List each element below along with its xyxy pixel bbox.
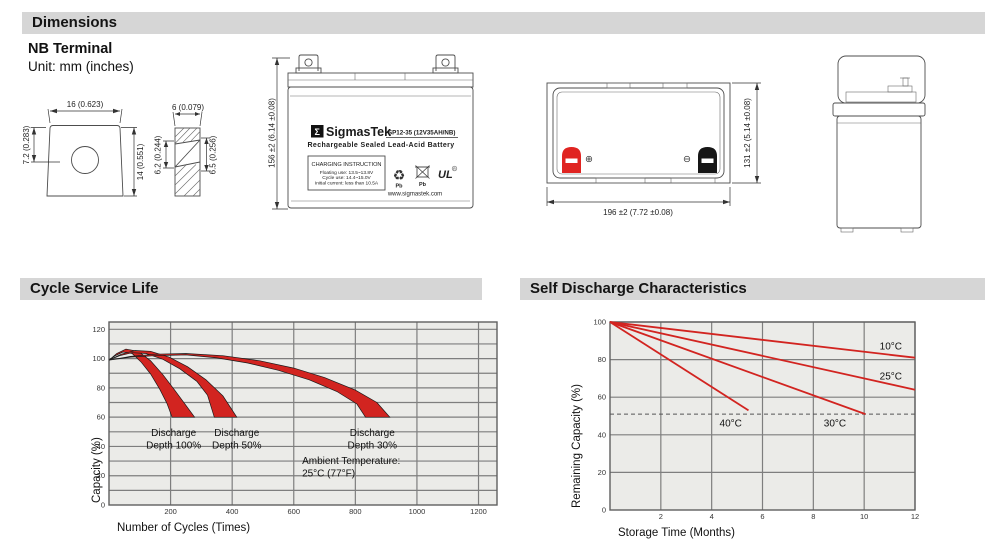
y-axis-title: Capacity (%): [91, 437, 103, 503]
battery-type-line: Rechargeable Sealed Lead-Acid Battery: [307, 142, 454, 149]
terminal-front-width-label: 16 (0.623): [67, 100, 104, 109]
svg-text:UL: UL: [438, 169, 453, 181]
x-tick-label: 1000: [409, 507, 426, 516]
y-tick-label: 80: [97, 383, 105, 392]
sigma-logo-icon: [311, 125, 324, 138]
charging-line-2: Cycle use: 14.4~15.0V: [322, 175, 371, 181]
self-discharge-section-title: Self Discharge Characteristics: [530, 280, 747, 297]
x-tick-label: 4: [710, 512, 714, 521]
y-tick-label: 0: [101, 501, 105, 510]
y-tick-label: 40: [97, 442, 105, 451]
terminal-front-hole-height-label: 7.2 (0.283): [22, 125, 31, 164]
charging-line-3: Initial current: less than 10.5A: [315, 181, 379, 187]
charging-instruction-box: [307, 155, 386, 191]
model-number: SP12-35 (12V35AH/NB): [388, 130, 455, 137]
annotation: Discharge: [214, 428, 259, 439]
series-label: 10°C: [880, 341, 902, 352]
annotation: 25°C (77°F): [302, 469, 355, 480]
x-tick-label: 600: [288, 507, 301, 516]
ul-mark-icon: UL R: [438, 165, 458, 181]
y-tick-label: 60: [598, 393, 606, 402]
pb-bin-icon: [415, 165, 430, 179]
band: [108, 353, 391, 418]
x-axis-title: Storage Time (Months): [618, 527, 735, 539]
recycle-icon: ♻: [393, 167, 406, 183]
terminal-section-width-label: 6 (0.079): [172, 103, 204, 112]
terminal-type-heading: NB Terminal: [28, 41, 113, 57]
y-tick-label: 100: [593, 318, 606, 327]
brand-name: SigmasTek: [326, 125, 391, 139]
battery-width-label: 196 ±2 (7.72 ±0.08): [603, 208, 673, 217]
plot-border: [108, 321, 498, 506]
dimension-drawings: 16 (0.623) 7.2 (0.283) 14 (0.551) 6 (0.0…: [22, 54, 926, 233]
annotation: Ambient Temperature:: [302, 456, 400, 467]
self-discharge-section-header: Self Discharge Characteristics: [520, 278, 985, 300]
recycle-pb-label: Pb: [395, 184, 403, 190]
charging-title: CHARGING INSTRUCTION: [312, 162, 382, 168]
dimensions-section-header: Dimensions: [22, 12, 985, 34]
band: [108, 350, 238, 418]
x-tick-label: 400: [226, 507, 239, 516]
series-line: [609, 321, 749, 412]
battery-side-view-drawing: [832, 55, 926, 233]
svg-text:R: R: [453, 167, 456, 171]
x-axis-title: Number of Cycles (Times): [117, 522, 250, 534]
bin-pb-label: Pb: [419, 182, 427, 188]
y-tick-label: 0: [602, 506, 606, 515]
terminal-front-view-drawing: 16 (0.623) 7.2 (0.283) 14 (0.551): [22, 100, 145, 197]
x-tick-label: 2: [659, 512, 663, 521]
charging-line-1: Floating use: 13.5~13.8V: [320, 170, 374, 176]
x-tick-label: 800: [349, 507, 362, 516]
series-label: 25°C: [880, 371, 902, 382]
y-axis-title: Remaining Capacity (%): [571, 384, 583, 508]
negative-terminal-slot: [701, 158, 714, 163]
series-line: [609, 321, 916, 391]
y-tick-label: 100: [92, 354, 105, 363]
terminal-detail-frame: [837, 55, 926, 104]
terminal-section-right-label: 6.5 (0.256): [209, 135, 218, 174]
minus-symbol-icon: ⊖: [683, 154, 691, 165]
y-tick-label: 60: [97, 413, 105, 422]
y-tick-label: 120: [92, 325, 105, 334]
battery-height-label: 156 ±2 (6.14 ±0.08): [268, 98, 277, 168]
annotation: Depth 50%: [212, 441, 262, 452]
battery-front-view-drawing: Σ SigmasTek SP12-35 (12V35AH/NB) Recharg…: [268, 54, 474, 210]
x-tick-label: 1200: [470, 507, 487, 516]
x-tick-label: 8: [811, 512, 815, 521]
sigma-logo-glyph: Σ: [314, 127, 320, 137]
x-tick-label: 12: [911, 512, 919, 521]
y-tick-label: 40: [598, 430, 606, 439]
terminal-hole: [71, 146, 99, 174]
terminal-section-view-drawing: 6 (0.079) 6.2 (0.244) 6.5 (0.256): [154, 103, 218, 197]
series-line: [609, 321, 866, 415]
series-label: 30°C: [824, 418, 846, 429]
y-tick-label: 20: [97, 471, 105, 480]
plot-border: [609, 321, 916, 511]
cycle-section-title: Cycle Service Life: [30, 280, 159, 297]
dimensions-section-title: Dimensions: [32, 14, 118, 31]
cycle-service-life-chart: 200 400 600 800 1000 1200 0 20 40 60 80 100 120 Disch…: [91, 321, 498, 534]
series-label: 40°C: [720, 418, 742, 429]
terminal-front-height-label: 14 (0.551): [136, 143, 145, 180]
unit-note: Unit: mm (inches): [28, 59, 134, 74]
cycle-section-header: Cycle Service Life: [20, 278, 482, 300]
x-tick-label: 10: [860, 512, 868, 521]
series-line: [609, 321, 916, 359]
y-tick-label: 80: [598, 355, 606, 364]
x-tick-label: 200: [164, 507, 177, 516]
battery-depth-label: 131 ±2 (5.14 ±0.08): [743, 98, 752, 168]
x-tick-label: 6: [760, 512, 764, 521]
self-discharge-chart: 10°C 25°C 30°C 40°C 2 4 6 8 10 12 0 20 40 60 80 100 Stor…: [571, 318, 919, 540]
annotation: Depth 30%: [348, 441, 398, 452]
annotation: Depth 100%: [146, 441, 201, 452]
website: www.sigmastek.com: [387, 192, 442, 198]
positive-terminal-slot: [565, 158, 578, 163]
battery-top-view-drawing: ⊕ ⊖ 196 ±2 (7.72 ±0.08) 131 ±2 (5.14 ±0.…: [546, 82, 761, 217]
annotation: Discharge: [350, 428, 395, 439]
y-tick-label: 20: [598, 468, 606, 477]
annotation: Discharge: [151, 428, 196, 439]
plus-symbol-icon: ⊕: [585, 154, 593, 165]
terminal-section-left-label: 6.2 (0.244): [154, 135, 163, 174]
